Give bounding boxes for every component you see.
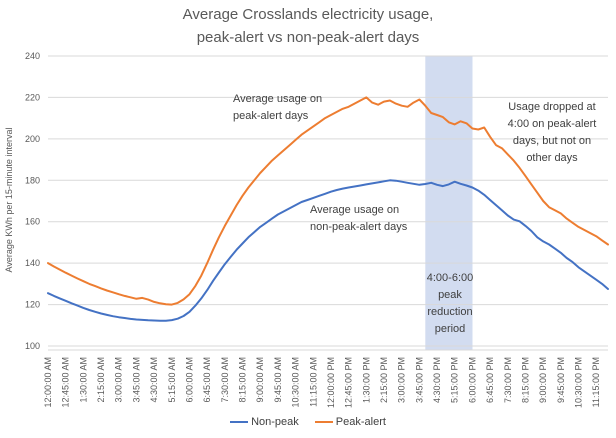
reduction-period-annotation: 4:00-6:00 peak reduction period xyxy=(426,272,474,335)
y-tick-label: 240 xyxy=(25,51,40,61)
x-tick-label: 10:30:00 PM xyxy=(574,357,584,408)
x-tick-label: 3:00:00 PM xyxy=(397,357,407,403)
x-tick-label: 6:00:00 PM xyxy=(467,357,477,403)
x-tick-label: 1:30:00 AM xyxy=(78,357,88,403)
y-axis-title: Average KWh per 15-minute interval xyxy=(4,127,14,273)
x-tick-label: 6:45:00 PM xyxy=(485,357,495,403)
x-tick-label: 12:45:00 AM xyxy=(61,357,71,408)
peak-alert-annotation: Average usage on peak-alert days xyxy=(233,93,323,122)
y-tick-label: 100 xyxy=(25,341,40,351)
legend-item-peak-alert: Peak-alert xyxy=(314,416,386,428)
non-peak-line xyxy=(47,179,609,322)
usage-dropped-annotation: Usage dropped at 4:00 on peak-alert days… xyxy=(507,101,597,164)
y-tick-label: 120 xyxy=(25,300,40,310)
x-tick-label: 10:30:00 AM xyxy=(291,357,301,408)
x-tick-label: 9:00:00 AM xyxy=(255,357,265,403)
x-tick-label: 3:45:00 PM xyxy=(414,357,424,403)
x-tick-label: 8:15:00 AM xyxy=(238,357,248,403)
non-peak-swatch-icon xyxy=(230,421,249,423)
y-tick-label: 160 xyxy=(25,217,40,227)
legend-item-non-peak: Non-peak xyxy=(230,416,299,428)
x-tick-label: 6:00:00 AM xyxy=(185,357,195,403)
x-tick-label: 11:15:00 AM xyxy=(308,357,318,407)
x-tick-label: 12:00:00 PM xyxy=(326,357,336,408)
x-tick-label: 7:30:00 AM xyxy=(220,357,230,403)
x-tick-label: 8:15:00 PM xyxy=(521,357,531,403)
y-tick-label: 180 xyxy=(25,175,40,185)
y-tick-label: 200 xyxy=(25,134,40,144)
x-tick-label: 3:00:00 AM xyxy=(114,357,124,403)
legend-label-peak-alert: Peak-alert xyxy=(335,416,386,428)
x-tick-label: 4:30:00 AM xyxy=(149,357,159,403)
x-tick-label: 9:00:00 PM xyxy=(538,357,548,403)
legend-label-non-peak: Non-peak xyxy=(251,416,299,428)
x-tick-label: 5:15:00 PM xyxy=(450,357,460,403)
y-tick-label: 220 xyxy=(25,92,40,102)
legend: Non-peak Peak-alert xyxy=(0,416,616,428)
x-tick-label: 3:45:00 AM xyxy=(131,357,141,403)
x-tick-label: 7:30:00 PM xyxy=(503,357,513,403)
peak-alert-swatch-icon xyxy=(314,421,333,423)
x-tick-label: 2:15:00 PM xyxy=(379,357,389,403)
non-peak-annotation: Average usage on non-peak-alert days xyxy=(310,204,408,233)
x-tick-label: 12:00:00 AM xyxy=(43,357,53,408)
x-tick-label: 11:15:00 PM xyxy=(591,357,601,407)
peak-reduction-band xyxy=(425,56,473,350)
x-tick-label: 1:30:00 PM xyxy=(361,357,371,403)
x-tick-label: 9:45:00 PM xyxy=(556,357,566,403)
x-tick-label: 2:15:00 AM xyxy=(96,357,106,403)
x-tick-label: 5:15:00 AM xyxy=(167,357,177,403)
x-tick-label: 12:45:00 PM xyxy=(344,357,354,408)
x-tick-label: 9:45:00 AM xyxy=(273,357,283,403)
peak-alert-line xyxy=(47,96,609,306)
y-tick-label: 140 xyxy=(25,258,40,268)
chart-title: Average Crosslands electricity usage, pe… xyxy=(182,6,434,46)
x-tick-label: 4:30:00 PM xyxy=(432,357,442,403)
x-tick-label: 6:45:00 AM xyxy=(202,357,212,403)
